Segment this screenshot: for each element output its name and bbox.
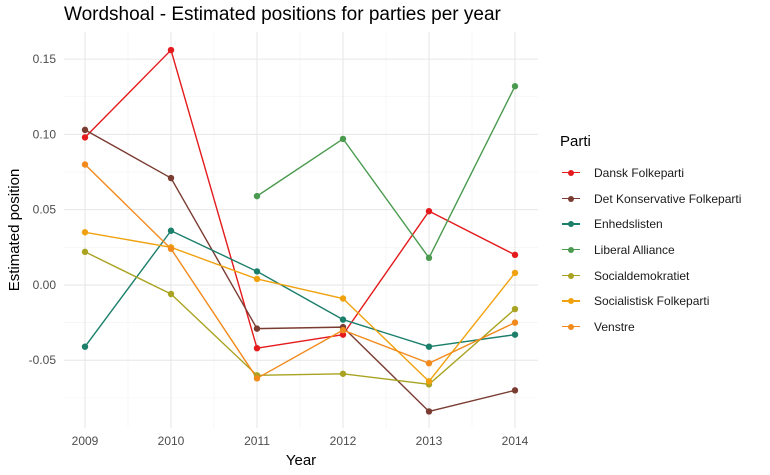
series-line-enhedslisten (84, 230, 516, 348)
legend-key-dot (568, 246, 574, 253)
y-axis-label: Estimated position (6, 169, 23, 292)
y-tick-label: 0.15 (33, 52, 57, 66)
legend-item: Venstre (560, 314, 765, 340)
legend-label: Det Konservative Folkeparti (594, 191, 742, 206)
data-point-socialdemokratiet (167, 290, 175, 298)
x-tick-label: 2013 (416, 434, 443, 448)
data-point-enhedslisten (167, 227, 175, 234)
legend-item: Socialistisk Folkeparti (560, 288, 765, 314)
legend-key-dot (568, 195, 574, 202)
data-point-socialdemokratiet (339, 370, 347, 377)
data-point-venstre (425, 360, 433, 367)
data-point-venstre (511, 319, 519, 326)
legend-item: Enhedslisten (560, 211, 765, 237)
data-point-det-konservative-folkeparti (425, 408, 433, 415)
x-axis-label: Year (286, 452, 316, 469)
data-point-enhedslisten (339, 316, 347, 323)
data-point-enhedslisten (253, 268, 261, 275)
legend: Parti Dansk Folkeparti Det Konservative F… (560, 133, 765, 340)
data-point-enhedslisten (81, 343, 89, 350)
data-point-venstre (81, 161, 89, 168)
series-line-venstre (84, 164, 516, 380)
legend-key (560, 243, 582, 257)
legend-key (560, 294, 582, 308)
data-point-liberal-alliance (511, 83, 519, 90)
data-point-socialdemokratiet (81, 248, 89, 256)
data-point-socialistisk-folkeparti (425, 378, 433, 385)
data-point-venstre (167, 245, 175, 253)
data-point-dansk-folkeparti (253, 345, 261, 352)
legend-title: Parti (560, 133, 591, 150)
series-line-socialistisk-folkeparti (84, 231, 516, 383)
x-tick-label: 2009 (72, 434, 99, 448)
data-point-socialistisk-folkeparti (511, 269, 519, 277)
legend-key-dot (568, 323, 574, 330)
series-line-liberal-alliance (256, 85, 516, 259)
legend-label: Venstre (594, 319, 635, 334)
data-point-socialdemokratiet (511, 305, 519, 313)
series-line-socialdemokratiet (84, 251, 516, 386)
x-tick-label: 2012 (330, 434, 357, 448)
legend-key (560, 217, 582, 231)
legend-label: Socialdemokratiet (594, 268, 690, 283)
y-tick-label: 0.05 (33, 203, 57, 217)
y-tick-label: -0.05 (29, 353, 57, 367)
data-point-venstre (253, 375, 261, 382)
legend-key-dot (568, 169, 574, 176)
legend-key (560, 269, 582, 283)
legend-key-dot (568, 272, 574, 279)
data-point-liberal-alliance (339, 135, 347, 143)
legend-key-dot (568, 221, 574, 228)
data-point-dansk-folkeparti (167, 46, 175, 54)
legend-items: Dansk Folkeparti Det Konservative Folkepa… (560, 160, 765, 340)
data-point-liberal-alliance (253, 192, 261, 200)
x-tick-label: 2011 (244, 434, 270, 448)
legend-item: Dansk Folkeparti (560, 160, 765, 186)
data-point-venstre (339, 326, 347, 334)
legend-label: Dansk Folkeparti (594, 165, 685, 180)
data-point-dansk-folkeparti (425, 207, 433, 215)
y-tick-label: 0.00 (33, 278, 57, 292)
data-point-dansk-folkeparti (339, 331, 347, 338)
chart-title: Wordshoal - Estimated positions for part… (64, 4, 501, 25)
data-point-dansk-folkeparti (511, 251, 519, 259)
legend-label: Enhedslisten (594, 217, 663, 232)
legend-key-dot (568, 298, 574, 305)
y-tick-label: 0.10 (33, 127, 57, 141)
data-point-det-konservative-folkeparti (253, 325, 261, 332)
legend-key (560, 320, 582, 334)
legend-item: Liberal Alliance (560, 237, 765, 263)
data-point-det-konservative-folkeparti (511, 387, 519, 394)
data-point-det-konservative-folkeparti (81, 126, 89, 134)
legend-item: Socialdemokratiet (560, 263, 765, 289)
data-point-socialistisk-folkeparti (339, 295, 347, 302)
series-line-dansk-folkeparti (84, 49, 516, 349)
data-point-det-konservative-folkeparti (167, 174, 175, 182)
x-tick-label: 2010 (158, 434, 185, 448)
legend-label: Liberal Alliance (594, 242, 675, 257)
series-line-det-konservative-folkeparti (84, 129, 516, 413)
data-point-socialistisk-folkeparti (81, 229, 89, 236)
data-point-dansk-folkeparti (81, 134, 89, 141)
x-tick-label: 2014 (502, 434, 529, 448)
legend-item: Det Konservative Folkeparti (560, 186, 765, 212)
data-point-socialistisk-folkeparti (253, 275, 261, 283)
data-point-enhedslisten (425, 343, 433, 350)
legend-key (560, 192, 582, 206)
legend-key (560, 166, 582, 180)
data-point-liberal-alliance (425, 254, 433, 262)
legend-label: Socialistisk Folkeparti (594, 294, 710, 309)
data-point-enhedslisten (511, 331, 519, 338)
